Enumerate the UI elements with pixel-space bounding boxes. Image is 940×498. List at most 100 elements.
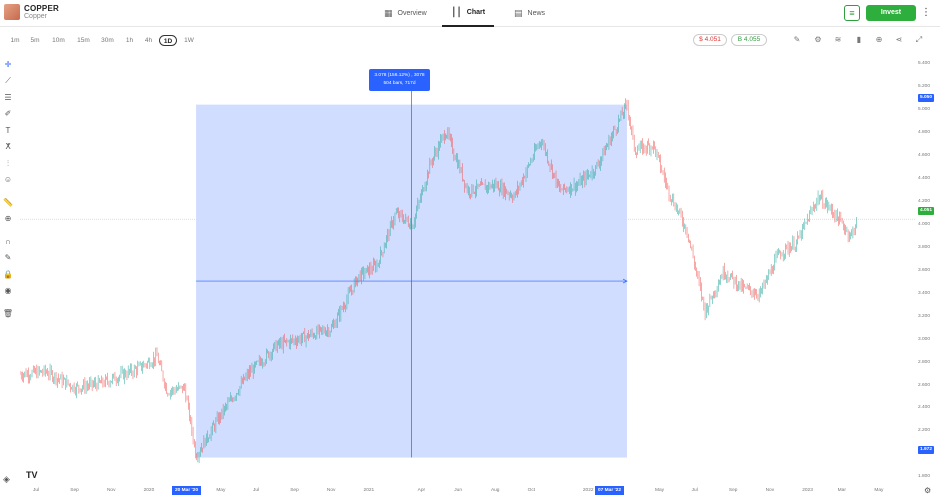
range-high-tag: 5.050 xyxy=(918,94,935,102)
x-tick-label: Jul xyxy=(33,488,40,493)
lock-icon[interactable]: 🔒 xyxy=(3,270,13,279)
x-tick-label: Oct xyxy=(527,488,536,493)
trash-icon[interactable]: 🗑 xyxy=(2,309,14,318)
sell-price[interactable]: $ 4.051 xyxy=(693,34,727,46)
y-tick-label: 5.200 xyxy=(918,84,931,90)
x-tick-label: Jun xyxy=(454,488,463,493)
y-tick-label: 4.200 xyxy=(918,199,931,205)
x-tick-label: 2021 xyxy=(363,488,375,493)
timeframe-1w[interactable]: 1W xyxy=(184,37,194,44)
bar-chart-icon[interactable]: ▮ xyxy=(856,35,862,44)
emoji-icon[interactable]: ☺ xyxy=(3,175,13,184)
measure-arrowhead xyxy=(622,278,628,284)
list-add-icon: ≡ xyxy=(849,8,855,18)
timeframe-1h[interactable]: 1h xyxy=(125,37,134,44)
timeframe-10m[interactable]: 10m xyxy=(52,37,65,44)
x-tick-label: May xyxy=(655,488,665,493)
news-icon: ▤ xyxy=(514,8,523,18)
zoom-in-icon[interactable]: ⊕ xyxy=(4,214,12,223)
pattern-icon[interactable]: ⵅ xyxy=(5,142,11,151)
y-tick-label: 2.600 xyxy=(918,382,931,388)
tab-news-label: News xyxy=(527,10,546,17)
invest-button[interactable]: Invest xyxy=(866,5,916,21)
x-tick-label: Nov xyxy=(765,488,775,493)
timeframe-1m[interactable]: 1m xyxy=(10,37,20,44)
chart-settings-icon[interactable]: ⚙ xyxy=(924,486,932,495)
horizontal-lines-icon[interactable]: ☰ xyxy=(4,93,12,102)
magnet-icon[interactable]: ∩ xyxy=(5,237,11,246)
tradingview-logo-icon[interactable]: TV xyxy=(26,470,38,480)
measure-label: 3.078 (156.12%) , 3078 504 bars, 717d xyxy=(369,69,430,91)
header: COPPER Copper ▦ Overview ┃┃ Chart ▤ News… xyxy=(0,0,940,27)
x-tick-label: Sep xyxy=(290,488,299,493)
tab-overview-label: Overview xyxy=(397,10,427,17)
prediction-icon[interactable]: ⫶ xyxy=(7,159,9,168)
y-tick-label: 4.600 xyxy=(918,153,931,159)
text-icon[interactable]: T xyxy=(5,126,11,135)
tab-overview[interactable]: ▦ Overview xyxy=(384,0,427,27)
y-tick-label: 1.800 xyxy=(918,474,931,480)
x-tick-label: May xyxy=(874,488,884,493)
y-tick-label: 2.400 xyxy=(918,405,931,411)
current-price-tag: 4.051 xyxy=(918,207,935,215)
price-chart[interactable] xyxy=(20,53,916,483)
crosshair-icon[interactable]: ✛ xyxy=(4,60,12,69)
draw-pencil-icon[interactable]: ✎ xyxy=(793,35,801,44)
x-tick-label: Jul xyxy=(691,488,698,493)
y-tick-label: 5.400 xyxy=(918,61,931,67)
share-icon[interactable]: ⋖ xyxy=(895,35,903,44)
fullscreen-icon[interactable]: ⤢ xyxy=(915,35,923,44)
y-tick-label: 4.800 xyxy=(918,130,931,136)
x-tick-label: Sep xyxy=(70,488,79,493)
indicators-icon[interactable]: ≋ xyxy=(834,35,842,44)
measure-change: 3.078 (156.12%) , 3078 xyxy=(374,73,425,78)
tab-chart[interactable]: ┃┃ Chart xyxy=(442,0,494,27)
timeframe-4h[interactable]: 4h xyxy=(144,37,153,44)
more-options-icon[interactable]: ⋮ xyxy=(921,7,931,18)
candles-icon: ┃┃ xyxy=(450,7,462,17)
y-tick-label: 2.200 xyxy=(918,428,931,434)
chart-toolbar: 1m 5m 10m 15m 30m 1h 4h 1D 1W $ 4.051 B … xyxy=(0,27,940,53)
y-tick-label: 4.000 xyxy=(918,222,931,227)
y-tick-label: 3.400 xyxy=(918,290,931,296)
gear-icon[interactable]: ⚙ xyxy=(814,35,822,44)
x-tick-label: Nov xyxy=(326,488,336,493)
y-tick-label: 3.000 xyxy=(918,336,931,342)
ruler-icon[interactable]: 📏 xyxy=(3,198,13,207)
timeframe-5m[interactable]: 5m xyxy=(30,37,40,44)
y-tick-label: 5.000 xyxy=(918,107,931,113)
tab-chart-label: Chart xyxy=(466,9,486,16)
x-tick-label: May xyxy=(216,488,226,493)
measure-duration: 504 bars, 717d xyxy=(383,81,416,86)
x-tick-label: Sep xyxy=(728,488,738,493)
tab-news[interactable]: ▤ News xyxy=(514,0,545,27)
x-tick-label: 2022 xyxy=(582,488,594,493)
eye-icon[interactable]: ◉ xyxy=(4,286,12,295)
layers-icon[interactable]: ◈ xyxy=(3,474,10,484)
range-start-date-tag: 20 Mar '20 xyxy=(172,486,202,495)
timeframe-30m[interactable]: 30m xyxy=(101,37,114,44)
timeframe-1d[interactable]: 1D xyxy=(159,35,177,46)
y-tick-label: 3.200 xyxy=(918,313,931,319)
buy-price[interactable]: B 4.055 xyxy=(731,34,767,46)
y-tick-label: 4.400 xyxy=(918,176,931,182)
timeframe-15m[interactable]: 15m xyxy=(77,37,90,44)
trend-line-icon[interactable]: ⟋ xyxy=(5,76,11,85)
y-tick-label: 3.800 xyxy=(918,244,931,250)
grid-icon: ▦ xyxy=(384,8,393,18)
x-tick-label: Aug xyxy=(490,488,500,493)
pencil-lock-icon[interactable]: ✎ xyxy=(4,253,12,262)
x-tick-label: Mar xyxy=(837,488,846,493)
copper-logo xyxy=(4,4,20,20)
range-low-tag: 1.972 xyxy=(918,446,935,454)
x-tick-label: Apr xyxy=(417,488,426,493)
x-tick-label: Nov xyxy=(106,488,116,493)
range-end-date-tag: 07 Mar '22 xyxy=(595,486,625,495)
y-tick-label: 2.800 xyxy=(918,359,931,365)
plus-circle-icon[interactable]: ⊕ xyxy=(875,35,883,44)
brush-icon[interactable]: ✐ xyxy=(4,109,12,118)
watchlist-button[interactable]: ≡ xyxy=(844,5,860,21)
asset-name: COPPER xyxy=(24,4,59,13)
y-tick-label: 3.600 xyxy=(918,267,931,273)
